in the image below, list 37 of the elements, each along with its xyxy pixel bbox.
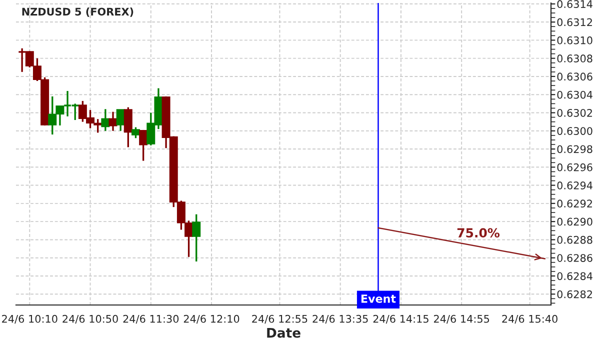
x-tick-label: 24/6 10:50 <box>62 314 118 324</box>
x-tick-label: 24/6 15:40 <box>502 314 558 324</box>
y-tick-label: 0.6294 <box>557 182 592 190</box>
y-tick-label: 0.6312 <box>557 18 592 26</box>
annotation: 75.0% <box>457 228 500 238</box>
x-axis-title: Date <box>267 328 300 338</box>
y-tick-label: 0.6282 <box>557 290 592 298</box>
y-tick-label: 0.6298 <box>557 145 592 154</box>
ref-line-label: Event <box>361 294 396 303</box>
y-tick-label: 0.6308 <box>557 54 592 62</box>
x-tick-label: 24/6 14:55 <box>434 314 490 324</box>
y-tick-label: 0.6286 <box>557 254 592 262</box>
chart-title: NZDUSD 5 (FOREX) <box>22 8 134 17</box>
y-tick-label: 0.6300 <box>557 127 592 135</box>
x-tick-label: 24/6 12:55 <box>252 314 308 324</box>
candlestick <box>101 108 110 132</box>
x-tick-label: 24/6 10:10 <box>2 314 58 324</box>
y-tick-label: 0.6304 <box>557 90 592 99</box>
candlestick <box>124 106 132 148</box>
candlestick <box>192 213 201 262</box>
x-tick-label: 24/6 11:30 <box>123 314 179 324</box>
x-tick-label: 24/6 12:10 <box>184 314 240 324</box>
y-tick-label: 0.6296 <box>557 163 592 172</box>
candlestick <box>139 129 148 162</box>
y-tick-label: 0.6306 <box>557 72 592 81</box>
x-tick-label: 24/6 14:15 <box>373 314 428 324</box>
y-tick-label: 0.6290 <box>557 218 592 226</box>
y-tick-label: 0.6288 <box>557 236 592 244</box>
candlestick <box>116 109 125 132</box>
y-tick-label: 0.6292 <box>557 200 592 208</box>
y-tick-label: 0.6302 <box>557 108 592 117</box>
y-tick-label: 0.6314 <box>557 0 592 8</box>
y-tick-label: 0.6284 <box>557 272 592 280</box>
candlestick <box>131 126 140 139</box>
candlestick <box>108 110 118 132</box>
y-tick-label: 0.6310 <box>557 36 592 44</box>
x-tick-label: 24/6 13:35 <box>312 314 368 324</box>
